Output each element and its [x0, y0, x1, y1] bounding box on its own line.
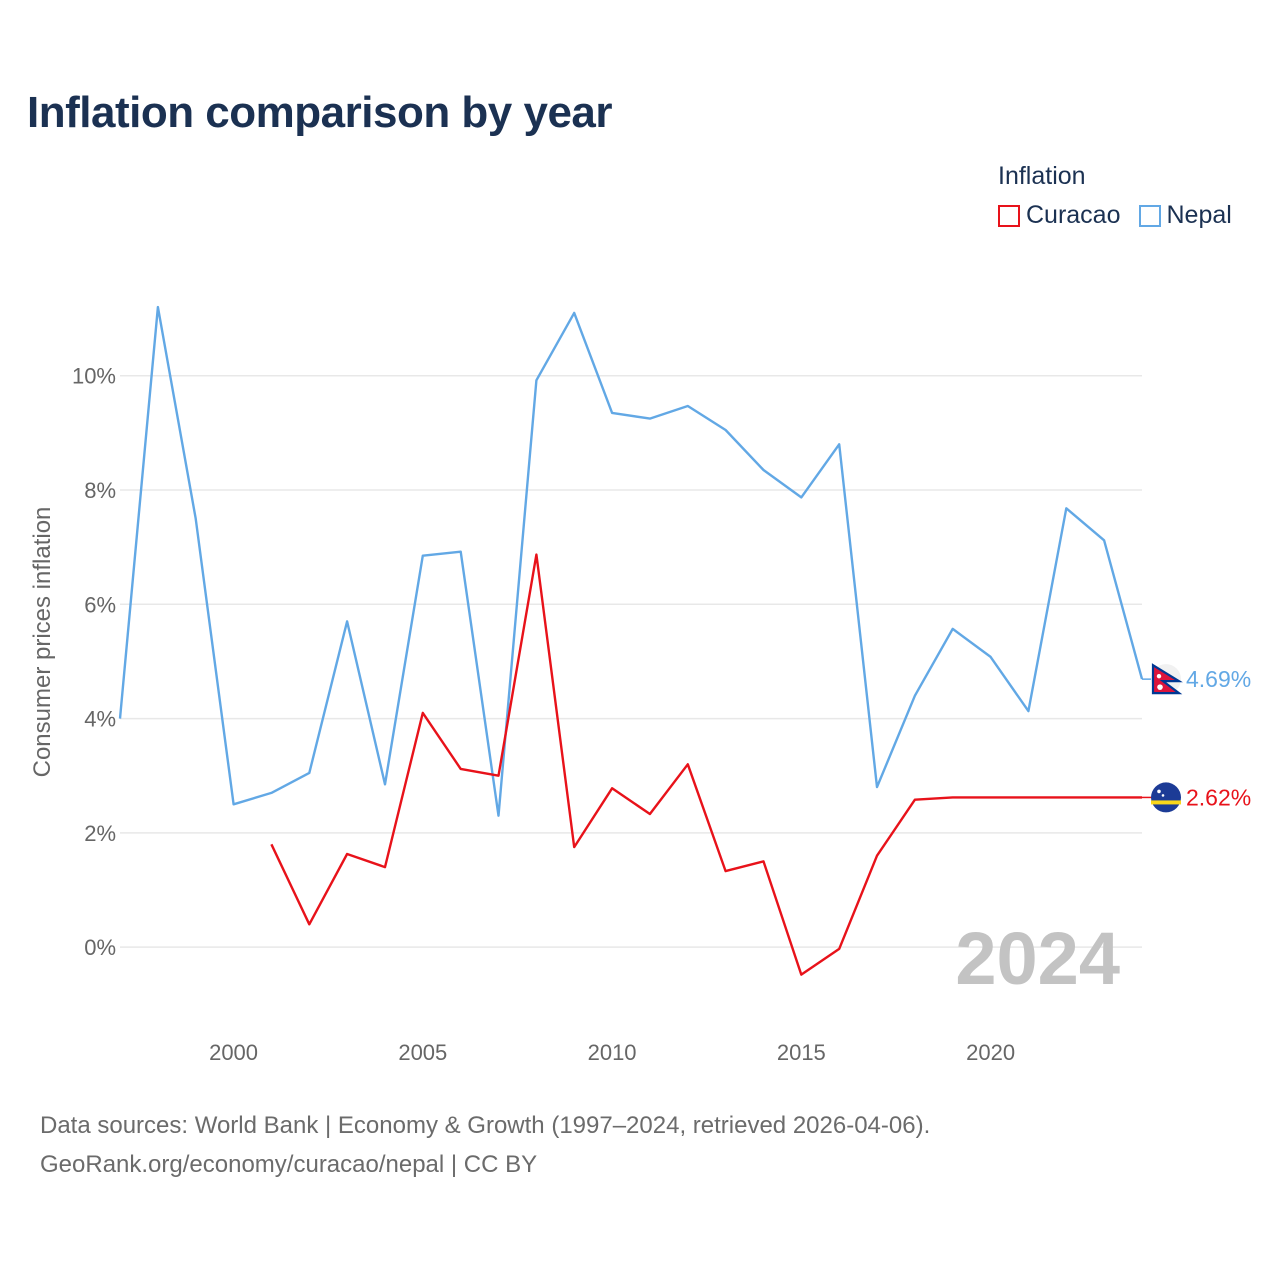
y-tick-label: 0% — [84, 935, 116, 960]
curacao-flag-icon — [1151, 782, 1181, 813]
end-value-label-curacao: 2.62% — [1186, 784, 1251, 810]
x-tick-label: 2020 — [966, 1040, 1015, 1065]
source-line-2: GeoRank.org/economy/curacao/nepal | CC B… — [40, 1151, 538, 1178]
legend-item-curacao[interactable]: Curacao — [998, 201, 1121, 230]
nepal-flag-icon — [1151, 663, 1183, 695]
legend-item-nepal[interactable]: Nepal — [1138, 201, 1232, 230]
year-watermark: 2024 — [955, 917, 1120, 1000]
y-tick-label: 8% — [84, 478, 116, 503]
y-tick-label: 10% — [72, 364, 116, 389]
source-line-1: Data sources: World Bank | Economy & Gro… — [40, 1112, 931, 1139]
x-tick-label: 2005 — [398, 1040, 447, 1065]
x-tick-label: 2000 — [209, 1040, 258, 1065]
legend-label-curacao: Curacao — [1026, 201, 1121, 229]
legend-label-nepal: Nepal — [1166, 201, 1232, 229]
legend-swatch-nepal — [1138, 204, 1161, 227]
legend: Inflation Curacao Nepal — [998, 162, 1232, 230]
y-tick-label: 2% — [84, 821, 116, 846]
legend-swatch-curacao — [998, 204, 1020, 227]
chart-title: Inflation comparison by year — [27, 88, 613, 137]
legend-title: Inflation — [998, 162, 1086, 190]
x-tick-label: 2015 — [777, 1040, 826, 1065]
y-tick-label: 4% — [84, 707, 116, 732]
source-note: Data sources: World Bank | Economy & Gro… — [40, 1106, 930, 1184]
y-axis-label: Consumer prices inflation — [29, 507, 56, 778]
x-tick-label: 2010 — [588, 1040, 637, 1065]
series-line-curacao — [270, 553, 1142, 976]
series-line-nepal — [118, 305, 1144, 817]
end-value-label-nepal: 4.69% — [1186, 666, 1251, 692]
y-tick-label: 6% — [84, 592, 116, 617]
